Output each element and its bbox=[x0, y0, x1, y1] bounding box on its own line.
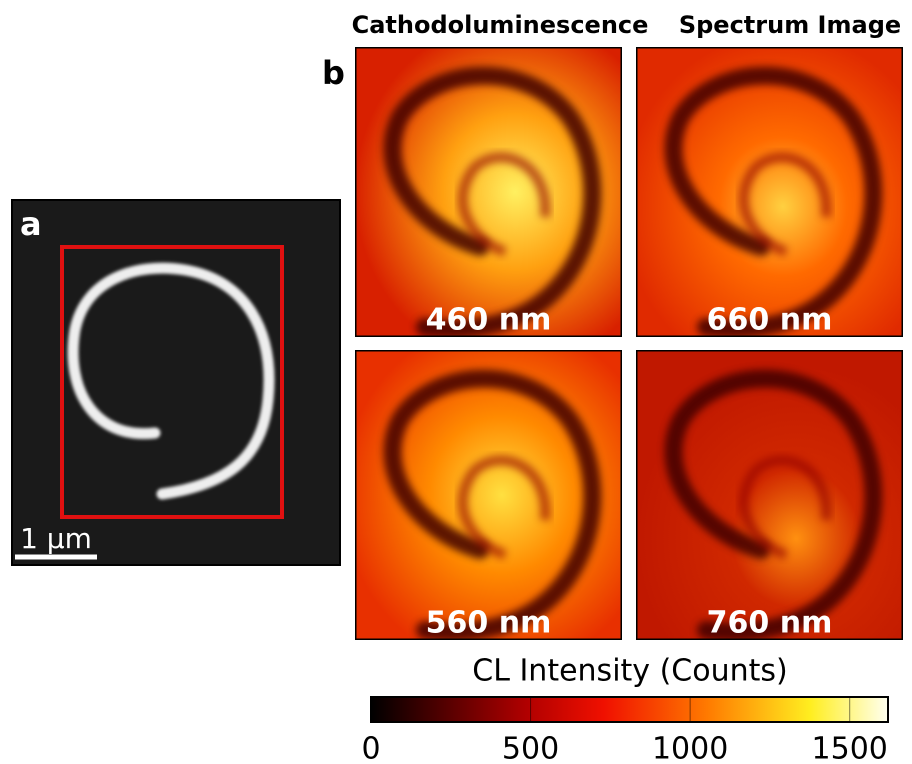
cl-map: 460 nm bbox=[355, 47, 622, 338]
figure: a 1 μm b Cathodoluminescence Spectrum Im… bbox=[0, 0, 912, 764]
map-image bbox=[355, 47, 622, 337]
title: Spectrum Image bbox=[679, 11, 901, 39]
title: Cathodoluminescence bbox=[352, 11, 649, 39]
colorbar-label: CL Intensity (Counts) bbox=[472, 654, 787, 689]
map-image bbox=[355, 350, 622, 640]
cl-map: 760 nm bbox=[636, 350, 903, 641]
page: a 1 μm b Cathodoluminescence Spectrum Im… bbox=[0, 0, 912, 764]
map-background bbox=[355, 47, 622, 337]
panel-label: a bbox=[20, 205, 42, 243]
panel-label: b bbox=[322, 54, 345, 92]
cl-map: 660 nm bbox=[636, 47, 903, 338]
scale-bar-label: 1 μm bbox=[20, 522, 92, 555]
wavelength-label: 460 nm bbox=[426, 303, 552, 338]
cl-map: 560 nm bbox=[355, 350, 622, 641]
tick-label: 1000 bbox=[652, 732, 728, 764]
wavelength-label: 660 nm bbox=[707, 303, 833, 338]
tick-label: 500 bbox=[502, 732, 559, 764]
wavelength-label: 760 nm bbox=[707, 606, 833, 641]
tick-label: 0 bbox=[361, 732, 380, 764]
colorbar bbox=[371, 697, 888, 722]
wavelength-label: 560 nm bbox=[426, 606, 552, 641]
map-background bbox=[355, 350, 622, 640]
tick-label: 1500 bbox=[812, 732, 888, 764]
map-background bbox=[636, 350, 903, 640]
sem-image: a 1 μm bbox=[12, 200, 340, 565]
map-image bbox=[636, 350, 903, 640]
map-image bbox=[636, 47, 903, 337]
map-background bbox=[636, 47, 903, 337]
